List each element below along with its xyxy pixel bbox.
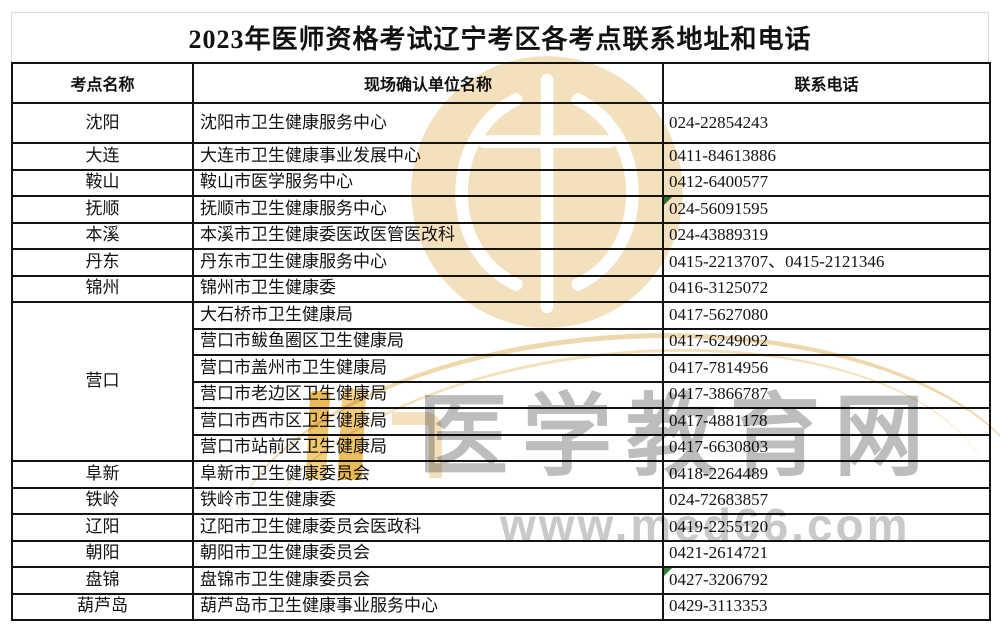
site-name-cell: 盘锦 bbox=[11, 566, 194, 595]
cell-corner-flag-icon bbox=[665, 197, 672, 205]
table-row: 本溪 本溪市卫生健康委医政医管医改科 024-43889319 bbox=[11, 221, 991, 250]
header-unit: 现场确认单位名称 bbox=[192, 62, 664, 104]
table-row: 沈阳 沈阳市卫生健康服务中心 024-22854243 bbox=[11, 102, 991, 144]
header-site: 考点名称 bbox=[11, 62, 194, 104]
confirm-unit-cell: 抚顺市卫生健康服务中心 bbox=[192, 195, 664, 224]
site-name-cell: 铁岭 bbox=[11, 486, 194, 515]
site-name-cell: 朝阳 bbox=[11, 539, 194, 568]
table-body: 沈阳 沈阳市卫生健康服务中心 024-22854243 大连 大连市卫生健康事业发展中心… bbox=[11, 102, 991, 621]
phone-cell: 024-72683857 bbox=[662, 486, 991, 515]
confirm-unit-cell: 大连市卫生健康事业发展中心 bbox=[192, 142, 664, 171]
site-name-cell: 鞍山 bbox=[11, 168, 194, 197]
confirm-unit-cell: 营口市站前区卫生健康局 bbox=[192, 433, 664, 462]
confirm-unit-cell: 葫芦岛市卫生健康事业服务中心 bbox=[192, 592, 664, 621]
phone-cell: 0418-2264489 bbox=[662, 460, 991, 489]
confirm-unit-cell: 营口市老边区卫生健康局 bbox=[192, 380, 664, 409]
phone-cell: 024-43889319 bbox=[662, 221, 991, 250]
confirm-unit-cell: 阜新市卫生健康委员会 bbox=[192, 460, 664, 489]
table-row: 营口市站前区卫生健康局 0417-6630803 bbox=[12, 433, 991, 462]
table-row: 大连 大连市卫生健康事业发展中心 0411-84613886 bbox=[11, 142, 991, 171]
phone-cell: 024-22854243 bbox=[662, 102, 991, 144]
phone-cell: 0415-2213707、0415-2121346 bbox=[662, 248, 991, 277]
phone-cell: 0429-3113353 bbox=[662, 592, 991, 621]
site-name-cell: 辽阳 bbox=[11, 513, 194, 542]
phone-cell: 024-56091595 bbox=[662, 195, 991, 224]
table-row: 鞍山 鞍山市医学服务中心 0412-6400577 bbox=[11, 168, 991, 197]
table-row: 阜新 阜新市卫生健康委员会 0418-2264489 bbox=[11, 460, 991, 489]
table-row: 铁岭 铁岭市卫生健康委 024-72683857 bbox=[11, 486, 991, 515]
phone-cell: 0416-3125072 bbox=[662, 274, 991, 303]
table-row: 抚顺 抚顺市卫生健康服务中心 024-56091595 bbox=[11, 195, 991, 224]
phone-cell: 0411-84613886 bbox=[662, 142, 991, 171]
site-name-cell: 抚顺 bbox=[11, 195, 194, 224]
table-row: 丹东 丹东市卫生健康服务中心 0415-2213707、0415-2121346 bbox=[11, 248, 991, 277]
confirm-unit-cell: 本溪市卫生健康委医政医管医改科 bbox=[192, 221, 664, 250]
table-row: 葫芦岛 葫芦岛市卫生健康事业服务中心 0429-3113353 bbox=[11, 592, 991, 621]
site-name-cell: 本溪 bbox=[11, 221, 194, 250]
confirm-unit-cell: 鞍山市医学服务中心 bbox=[192, 168, 664, 197]
header-phone: 联系电话 bbox=[662, 62, 991, 104]
table-row: 辽阳 辽阳市卫生健康委员会医政科 0419-2255120 bbox=[11, 513, 991, 542]
table-row: 锦州 锦州市卫生健康委 0416-3125072 bbox=[11, 274, 991, 303]
phone-cell: 0412-6400577 bbox=[662, 168, 991, 197]
site-name-cell: 阜新 bbox=[11, 460, 194, 489]
confirm-unit-cell: 大石桥市卫生健康局 bbox=[192, 301, 664, 330]
site-name-cell: 营口 bbox=[11, 301, 194, 462]
confirm-unit-cell: 铁岭市卫生健康委 bbox=[192, 486, 664, 515]
confirm-unit-cell: 朝阳市卫生健康委员会 bbox=[192, 539, 664, 568]
site-name-cell: 锦州 bbox=[11, 274, 194, 303]
table-row: 朝阳 朝阳市卫生健康委员会 0421-2614721 bbox=[11, 539, 991, 568]
confirm-unit-cell: 营口市盖州市卫生健康局 bbox=[192, 354, 664, 383]
confirm-unit-cell: 丹东市卫生健康服务中心 bbox=[192, 248, 664, 277]
table-row: 营口市鲅鱼圈区卫生健康局 0417-6249092 bbox=[12, 327, 991, 356]
phone-cell: 0417-6630803 bbox=[662, 433, 991, 462]
confirm-unit-cell: 沈阳市卫生健康服务中心 bbox=[192, 102, 664, 144]
table-row: 盘锦 盘锦市卫生健康委员会 0427-3206792 bbox=[11, 566, 991, 595]
site-name-cell: 大连 bbox=[11, 142, 194, 171]
phone-cell: 0417-6249092 bbox=[662, 327, 991, 356]
table-row: 营口 大石桥市卫生健康局 0417-5627080 bbox=[11, 301, 991, 462]
confirm-unit-cell: 营口市西市区卫生健康局 bbox=[192, 407, 664, 436]
site-name-cell: 沈阳 bbox=[11, 102, 194, 144]
cell-corner-flag-icon bbox=[665, 568, 672, 576]
page-title: 2023年医师资格考试辽宁考区各考点联系地址和电话 bbox=[11, 12, 989, 62]
confirm-unit-cell: 辽阳市卫生健康委员会医政科 bbox=[192, 513, 664, 542]
table-row: 营口市老边区卫生健康局 0417-3866787 bbox=[12, 380, 991, 409]
phone-cell: 0417-4881178 bbox=[662, 407, 991, 436]
phone-cell: 0417-3866787 bbox=[662, 380, 991, 409]
confirm-unit-cell: 盘锦市卫生健康委员会 bbox=[192, 566, 664, 595]
site-name-cell: 葫芦岛 bbox=[11, 592, 194, 621]
phone-cell: 0421-2614721 bbox=[662, 539, 991, 568]
phone-cell: 0427-3206792 bbox=[662, 566, 991, 595]
contact-table-sheet: 2023年医师资格考试辽宁考区各考点联系地址和电话 考点名称 现场确认单位名称 … bbox=[11, 12, 991, 621]
phone-cell: 0419-2255120 bbox=[662, 513, 991, 542]
header-row: 考点名称 现场确认单位名称 联系电话 bbox=[11, 62, 991, 104]
table-row: 营口市盖州市卫生健康局 0417-7814956 bbox=[12, 354, 991, 383]
phone-cell: 0417-7814956 bbox=[662, 354, 991, 383]
contact-table: 考点名称 现场确认单位名称 联系电话 沈阳 沈阳市卫生健康服务中心 024-2285… bbox=[11, 62, 991, 621]
confirm-unit-cell: 锦州市卫生健康委 bbox=[192, 274, 664, 303]
phone-cell: 0417-5627080 bbox=[662, 301, 991, 330]
site-name-cell: 丹东 bbox=[11, 248, 194, 277]
confirm-unit-cell: 营口市鲅鱼圈区卫生健康局 bbox=[192, 327, 664, 356]
